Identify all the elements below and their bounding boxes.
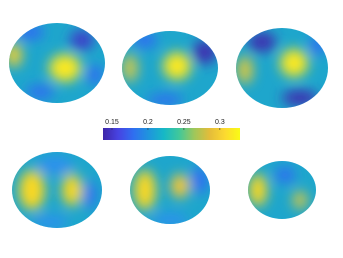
tick-label: 0.2 (143, 119, 153, 126)
surface-4 (12, 152, 102, 228)
tick-label: 0.3 (215, 119, 225, 126)
colorbar-axis: 0.15 0.2 0.25 0.3 (105, 119, 225, 130)
surface-3 (236, 28, 328, 108)
surface-6 (248, 161, 316, 219)
surface-2 (122, 31, 218, 105)
tick-label: 0.25 (177, 119, 191, 126)
surface-1 (9, 23, 105, 103)
tick-label: 0.15 (105, 119, 119, 126)
colorbar (103, 128, 240, 140)
surface-5 (130, 156, 210, 224)
